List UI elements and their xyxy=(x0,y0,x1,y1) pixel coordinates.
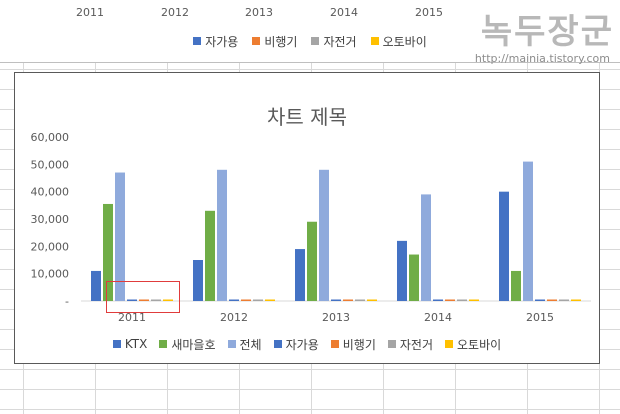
watermark-url: http://mainia.tistory.com xyxy=(474,52,610,65)
bar[interactable] xyxy=(217,169,227,301)
legend-swatch xyxy=(227,340,236,348)
bar[interactable] xyxy=(205,210,215,301)
bar[interactable] xyxy=(331,299,341,302)
legend-swatch xyxy=(444,340,453,348)
legend-item[interactable]: 비행기 xyxy=(330,335,376,353)
bar[interactable] xyxy=(547,299,557,302)
bar[interactable] xyxy=(355,299,365,302)
y-tick-label: 30,000 xyxy=(31,213,70,226)
legend-item[interactable]: 자가용 xyxy=(273,335,319,353)
bar[interactable] xyxy=(163,299,173,302)
bar[interactable] xyxy=(367,299,377,302)
legend-label: 오토바이 xyxy=(456,337,502,352)
x-tick-label: 2014 xyxy=(424,311,452,324)
legend-swatch xyxy=(387,340,396,348)
bar[interactable] xyxy=(103,203,113,301)
upper-year-label: 2012 xyxy=(161,6,189,19)
x-tick-label: 2012 xyxy=(220,311,248,324)
upper-year-label: 2015 xyxy=(415,6,443,19)
legend-item[interactable]: 자전거 xyxy=(387,335,433,353)
bar[interactable] xyxy=(265,299,275,302)
bar[interactable] xyxy=(115,172,125,301)
bar[interactable] xyxy=(397,240,407,301)
legend-label: KTX xyxy=(124,337,148,351)
upper-chart-axis-labels: 2011 2012 2013 2014 2015 xyxy=(0,6,620,22)
legend-swatch xyxy=(273,340,282,348)
legend-label: 자가용 xyxy=(205,34,239,49)
y-tick-label: 20,000 xyxy=(31,240,70,253)
chart-title[interactable]: 차트 제목 xyxy=(267,105,347,129)
legend-label: 오토바이 xyxy=(382,34,427,49)
legend-label: 자가용 xyxy=(285,337,319,352)
bar[interactable] xyxy=(469,299,479,302)
legend-swatch xyxy=(330,340,339,348)
upper-chart-legend: 자가용 비행기 자전거 오토바이 xyxy=(0,32,620,50)
bar[interactable] xyxy=(421,194,431,301)
bar[interactable] xyxy=(343,299,353,302)
bar[interactable] xyxy=(127,299,137,302)
y-tick-label: 50,000 xyxy=(31,158,70,171)
bar[interactable] xyxy=(241,299,251,302)
legend-label: 자전거 xyxy=(399,337,433,352)
legend-item[interactable]: KTX xyxy=(112,335,148,353)
bar[interactable] xyxy=(295,249,305,301)
x-tick-label: 2015 xyxy=(526,311,554,324)
bar[interactable] xyxy=(433,299,443,302)
bar[interactable] xyxy=(229,299,239,302)
y-tick-label: 40,000 xyxy=(31,186,70,199)
x-tick-label: 2011 xyxy=(118,311,146,324)
bar[interactable] xyxy=(445,299,455,302)
bar[interactable] xyxy=(535,299,545,302)
blog-watermark: 녹두장군 http://mainia.tistory.com xyxy=(446,2,616,72)
legend-swatch xyxy=(370,37,379,45)
bar[interactable] xyxy=(409,254,419,301)
bar[interactable] xyxy=(511,270,521,301)
bar[interactable] xyxy=(457,299,467,302)
bar[interactable] xyxy=(253,299,263,302)
upper-year-label: 2013 xyxy=(245,6,273,19)
bar[interactable] xyxy=(499,191,509,301)
legend-swatch xyxy=(311,37,320,45)
legend-item[interactable]: 오토바이 xyxy=(444,335,502,353)
bar[interactable] xyxy=(571,299,581,302)
y-tick-label: 60,000 xyxy=(31,131,70,144)
bar[interactable] xyxy=(319,169,329,301)
chart-legend[interactable]: KTX 새마을호 전체 자가용 비행기 자전거 오토바이 xyxy=(15,335,599,353)
bar[interactable] xyxy=(91,270,101,301)
legend-swatch xyxy=(159,340,168,348)
legend-label: 자전거 xyxy=(323,34,357,49)
upper-legend-item: 오토바이 xyxy=(370,32,427,50)
y-tick-label: - xyxy=(65,295,69,308)
bar[interactable] xyxy=(139,299,149,302)
legend-item[interactable]: 전체 xyxy=(227,335,262,353)
legend-label: 비행기 xyxy=(342,337,376,352)
bar[interactable] xyxy=(151,299,161,302)
legend-swatch xyxy=(193,37,202,45)
highlight-annotation-box xyxy=(106,281,180,313)
bar[interactable] xyxy=(559,299,569,302)
legend-item[interactable]: 새마을호 xyxy=(159,335,216,353)
legend-label: 새마을호 xyxy=(171,337,216,352)
legend-swatch xyxy=(112,340,121,348)
legend-swatch xyxy=(252,37,261,45)
legend-label: 비행기 xyxy=(264,34,298,49)
bar[interactable] xyxy=(523,161,533,301)
chart-plot-area[interactable]: - 10,000 20,000 30,000 40,000 50,000 60,000 201… xyxy=(15,73,599,363)
x-tick-label: 2013 xyxy=(322,311,350,324)
upper-legend-item: 자가용 xyxy=(193,32,238,50)
legend-label: 전체 xyxy=(239,337,262,352)
watermark-title: 녹두장군 xyxy=(480,12,614,52)
upper-legend-item: 자전거 xyxy=(311,32,357,50)
upper-year-label: 2014 xyxy=(330,6,358,19)
main-chart[interactable]: 차트 제목 - 10,000 20,000 30,000 40,000 50,000 60,… xyxy=(14,72,600,364)
y-tick-label: 10,000 xyxy=(31,268,70,281)
bar[interactable] xyxy=(193,260,203,301)
upper-year-label: 2011 xyxy=(76,6,104,19)
bar[interactable] xyxy=(307,221,317,301)
upper-chart[interactable]: 2011 2012 2013 2014 2015 자가용 비행기 자전거 오토바… xyxy=(0,0,620,63)
upper-legend-item: 비행기 xyxy=(252,32,297,50)
